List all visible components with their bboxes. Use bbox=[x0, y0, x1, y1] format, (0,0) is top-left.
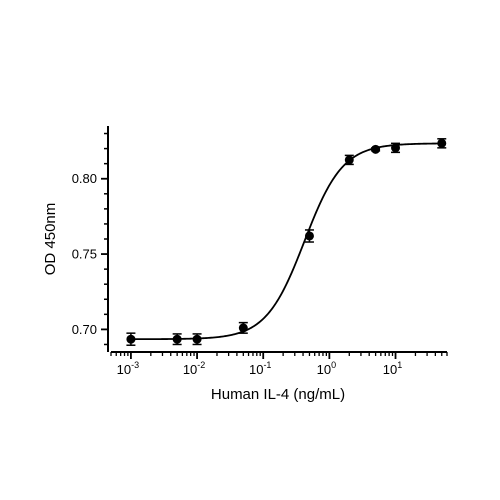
x-tick-label: 10-2 bbox=[183, 360, 205, 377]
point-marker bbox=[371, 144, 381, 154]
point-marker bbox=[391, 143, 401, 153]
data-point bbox=[391, 142, 401, 154]
x-tick-label-exponent: -2 bbox=[197, 360, 205, 370]
x-tick-label-exponent: 0 bbox=[331, 360, 336, 370]
data-point bbox=[126, 332, 136, 346]
point-marker bbox=[238, 323, 248, 333]
x-tick-label-exponent: 1 bbox=[397, 360, 402, 370]
x-tick-label: 101 bbox=[383, 360, 402, 377]
x-tick-label-exponent: -3 bbox=[131, 360, 139, 370]
x-tick-label: 100 bbox=[317, 360, 336, 377]
x-tick-label-base: 10 bbox=[249, 362, 263, 377]
data-point bbox=[192, 333, 202, 346]
x-tick-label: 10-1 bbox=[249, 360, 271, 377]
point-marker bbox=[437, 138, 447, 148]
x-axis-label: Human IL-4 (ng/mL) bbox=[211, 386, 345, 403]
y-tick-label: 0.70 bbox=[72, 322, 97, 337]
fit-curve bbox=[130, 142, 442, 341]
y-tick-label: 0.75 bbox=[72, 247, 97, 262]
point-marker bbox=[192, 334, 202, 344]
point-marker bbox=[172, 334, 182, 344]
data-point bbox=[304, 229, 314, 243]
point-marker bbox=[126, 334, 136, 344]
data-point bbox=[437, 138, 447, 149]
data-point bbox=[344, 154, 354, 166]
x-tick-label-exponent: -1 bbox=[263, 360, 271, 370]
y-axis-label: OD 450nm bbox=[42, 203, 59, 276]
data-point bbox=[172, 333, 182, 346]
fit-curve-layer bbox=[130, 142, 442, 341]
x-tick-label-base: 10 bbox=[383, 362, 397, 377]
x-tick-label-base: 10 bbox=[317, 362, 331, 377]
point-marker bbox=[344, 155, 354, 165]
point-marker bbox=[304, 231, 314, 241]
data-point bbox=[238, 321, 248, 334]
x-tick-label-base: 10 bbox=[183, 362, 197, 377]
y-tick-label: 0.80 bbox=[72, 171, 97, 186]
x-tick-label: 10-3 bbox=[117, 360, 139, 377]
x-tick-label-base: 10 bbox=[117, 362, 131, 377]
data-points-layer bbox=[126, 138, 447, 346]
data-point bbox=[371, 144, 381, 154]
